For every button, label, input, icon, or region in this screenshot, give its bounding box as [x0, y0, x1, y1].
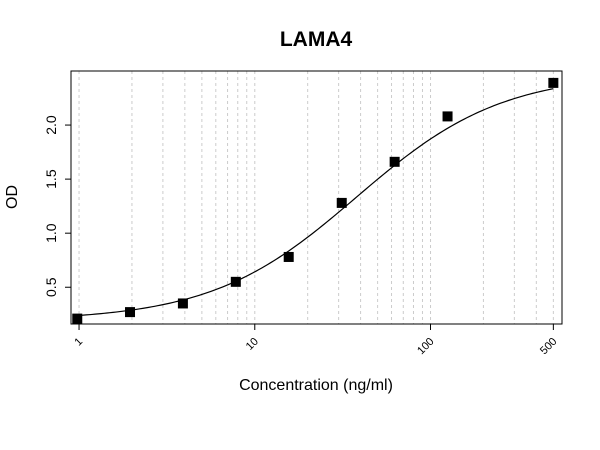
data-point: [72, 313, 83, 324]
x-tick-label: 500: [538, 336, 559, 357]
data-points: [72, 77, 559, 324]
y-tick-label: 1.5: [43, 169, 59, 189]
data-point: [336, 197, 347, 208]
plot-frame: [70, 70, 563, 325]
y-tick-label: 1.0: [43, 223, 59, 243]
grid-lines: [70, 71, 554, 324]
x-tick-label: 10: [244, 336, 261, 353]
y-tick-label: 2.0: [43, 115, 59, 135]
data-point: [283, 251, 294, 262]
chart-title: LAMA4: [280, 28, 353, 51]
data-point: [125, 307, 136, 318]
x-tick-label: 1: [72, 336, 85, 349]
data-point: [177, 298, 188, 309]
fit-curve: [77, 88, 554, 317]
y-axis-label: OD: [4, 185, 21, 209]
data-point: [230, 276, 241, 287]
axes: 0.5 1.0 1.5 2.0 1 10 100 500: [43, 115, 559, 357]
data-point: [548, 77, 559, 88]
data-point: [389, 156, 400, 167]
x-axis-label: Concentration (ng/ml): [239, 377, 393, 394]
x-tick-label: 100: [415, 336, 436, 357]
y-tick-label: 0.5: [43, 277, 59, 297]
data-point: [442, 111, 453, 122]
